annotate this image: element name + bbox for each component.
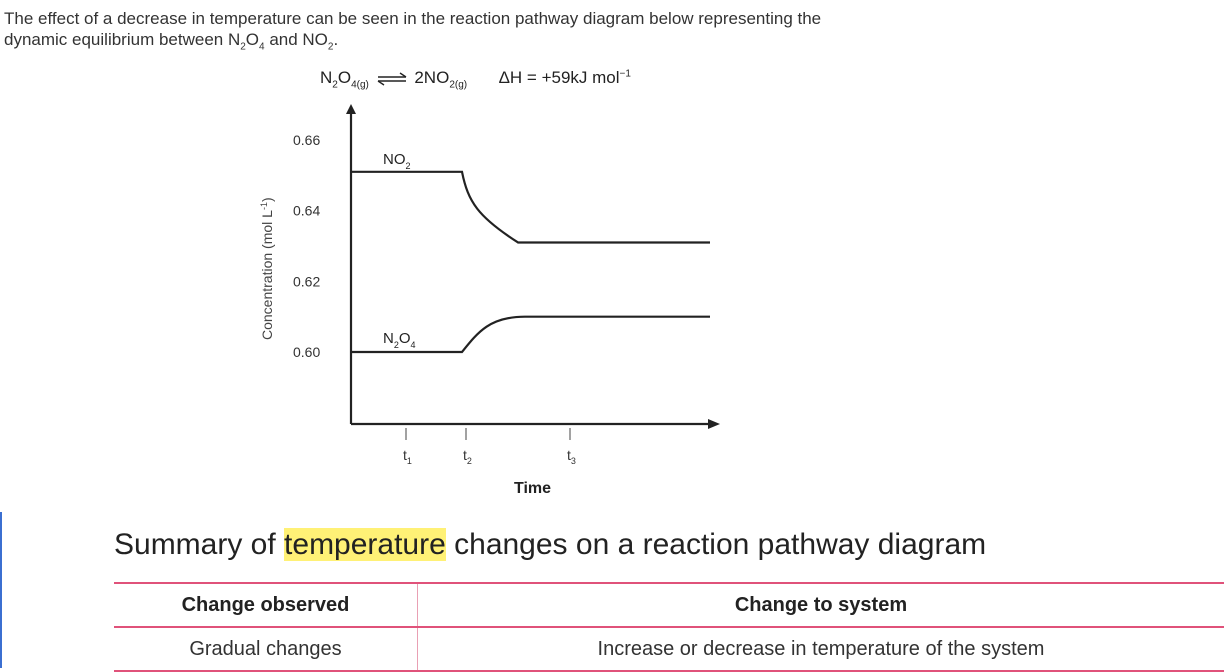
intro-text: . xyxy=(333,30,339,49)
intro-text: dynamic equilibrium between N xyxy=(4,30,241,49)
heading-text: changes on a reaction pathway diagram xyxy=(445,528,987,561)
chart-series xyxy=(351,170,710,354)
x-axis-arrow-icon xyxy=(708,419,720,429)
cell-change-observed: Gradual changes xyxy=(114,626,418,672)
subscript: 4(g) xyxy=(351,79,369,91)
y-tick-label: 0.64 xyxy=(293,203,320,219)
left-accent-rule xyxy=(0,512,2,668)
y-axis-label-sup: -1 xyxy=(259,202,269,210)
intro-text: O xyxy=(245,30,260,49)
reaction-equation: N2O4(g) 2NO2(g) ΔH = +59kJ mol−1 xyxy=(320,68,631,90)
concentration-time-chart: 0.66 0.64 0.62 0.60 t1 t2 t3 NO2 N2O4 Time Concen… xyxy=(259,104,720,497)
x-tick-label: t2 xyxy=(463,447,472,466)
series-label-subscript: 4 xyxy=(411,340,416,350)
highlighted-word: temperature xyxy=(284,528,446,561)
table-header-row: Change observed Change to system xyxy=(114,582,1224,628)
chart-axes xyxy=(346,104,720,429)
table-row: Gradual changes Increase or decrease in … xyxy=(114,626,1224,672)
y-tick-label: 0.60 xyxy=(293,344,320,360)
x-tick-label: t1 xyxy=(403,447,412,466)
y-tick-label: 0.62 xyxy=(293,273,320,289)
eq-reactant-o: O xyxy=(337,68,352,87)
intro-paragraph: The effect of a decrease in temperature … xyxy=(4,8,1004,57)
chart-labels: NO2 N2O4 Time Concentration (mol L-1) xyxy=(259,151,551,497)
series-label-n2o4: N2O4 xyxy=(383,330,416,350)
series-label-subscript: 2 xyxy=(406,161,411,171)
y-tick-label: 0.66 xyxy=(293,132,320,148)
header-change-observed: Change observed xyxy=(114,582,418,628)
x-tick-subscript: 3 xyxy=(571,456,576,466)
chart-ticks: 0.66 0.64 0.62 0.60 t1 t2 t3 xyxy=(293,132,576,466)
intro-line-1: The effect of a decrease in temperature … xyxy=(4,9,822,28)
superscript: −1 xyxy=(619,68,631,80)
y-axis-arrow-icon xyxy=(346,104,356,114)
equilibrium-arrows-icon xyxy=(377,71,406,86)
y-axis-label-close: ) xyxy=(259,197,275,202)
subscript: 2 xyxy=(332,79,338,91)
intro-text: and NO xyxy=(264,30,328,49)
subscript: 2 xyxy=(240,41,246,53)
eq-product: 2NO xyxy=(414,68,450,87)
series-label-no2: NO2 xyxy=(383,151,411,171)
intro-line-2: dynamic equilibrium between N2O4 and NO2… xyxy=(4,29,1004,57)
x-tick-label: t3 xyxy=(567,447,576,466)
heading-text: Summary of xyxy=(114,528,285,561)
series-n2o4-line xyxy=(351,315,710,354)
x-tick-subscript: 1 xyxy=(407,456,412,466)
series-label-o: O xyxy=(399,330,411,347)
cell-change-to-system: Increase or decrease in temperature of t… xyxy=(416,626,1224,672)
eq-enthalpy: ΔH = +59kJ mol xyxy=(498,68,620,87)
subscript: 2 xyxy=(327,41,334,53)
eq-reactant: N xyxy=(320,68,333,87)
header-change-to-system: Change to system xyxy=(416,582,1224,628)
series-label-subscript: 2 xyxy=(394,340,399,350)
y-axis-label: Concentration (mol L-1) xyxy=(259,197,275,340)
subscript: 2(g) xyxy=(449,79,468,91)
subscript: 4 xyxy=(259,41,265,53)
x-axis-label: Time xyxy=(514,480,551,497)
series-no2-line xyxy=(351,170,710,244)
x-tick-subscript: 2 xyxy=(467,456,472,466)
summary-heading: Summary of temperature changes on a reac… xyxy=(114,528,986,562)
summary-table: Change observed Change to system Gradual… xyxy=(114,582,1224,672)
